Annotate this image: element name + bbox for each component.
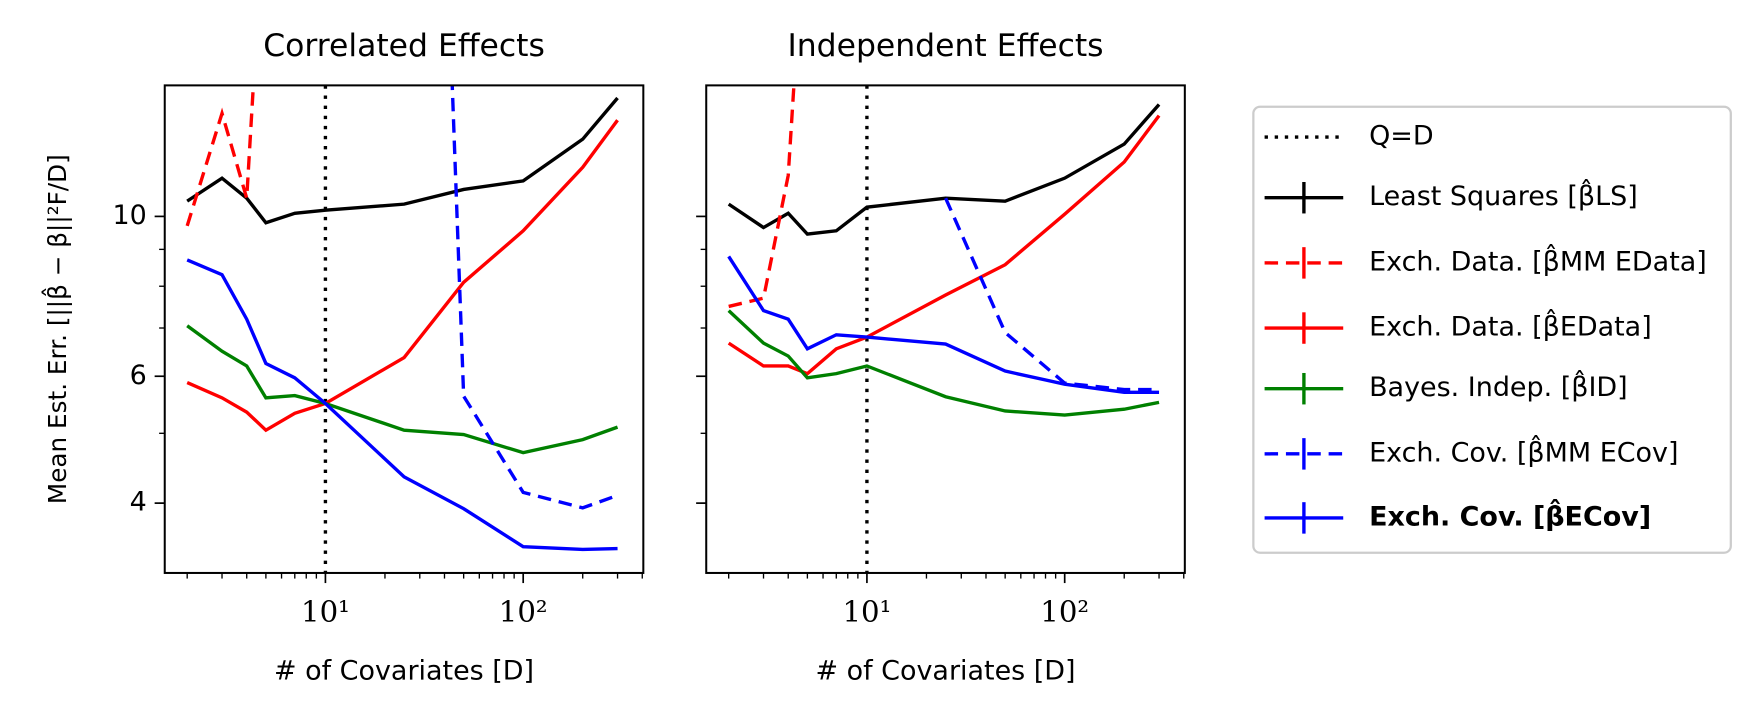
plot-area (185, 85, 619, 573)
series-line (728, 85, 796, 309)
series-line (727, 114, 1161, 376)
y-tick-label: 4 (130, 487, 147, 518)
legend-label: Exch. Cov. [β̂ECov] (1369, 498, 1651, 532)
legend-label: Exch. Data. [β̂MM EData] (1369, 243, 1707, 277)
series-line (450, 85, 619, 510)
series-line (185, 85, 256, 227)
legend-label: Exch. Data. [β̂EData] (1369, 309, 1652, 343)
x-tick-label: 10¹ (842, 594, 891, 628)
series-line (727, 255, 1160, 394)
legend-label: Least Squares [β̂LS] (1369, 178, 1638, 212)
plot-area (727, 85, 1161, 573)
y-tick-label: 6 (130, 360, 147, 391)
y-tick-label: 10 (112, 200, 146, 231)
series-line (186, 324, 619, 455)
x-tick-label: 10² (499, 594, 548, 628)
series-line (186, 119, 619, 433)
series-line (186, 258, 618, 552)
y-axis-label: Mean Est. Err. [||β̂ − β||²F/D] (42, 154, 73, 504)
legend-label: Q=D (1369, 121, 1434, 152)
series-line (186, 96, 619, 225)
plot-frame (163, 84, 645, 574)
x-tick-label: 10² (1040, 594, 1089, 628)
x-axis-label: # of Covariates [D] (815, 655, 1075, 686)
x-axis-label: # of Covariates [D] (274, 655, 534, 686)
panel-title: Correlated Effects (263, 28, 545, 64)
panel-title: Independent Effects (787, 28, 1103, 64)
legend-label: Exch. Cov. [β̂MM ECov] (1369, 434, 1678, 468)
plot-frame (705, 84, 1186, 574)
legend-label: Bayes. Indep. [β̂ID] (1369, 369, 1628, 403)
series-line (727, 309, 1160, 417)
legend-box (1252, 105, 1732, 554)
series-line (727, 103, 1161, 236)
x-tick-label: 10¹ (301, 594, 350, 628)
